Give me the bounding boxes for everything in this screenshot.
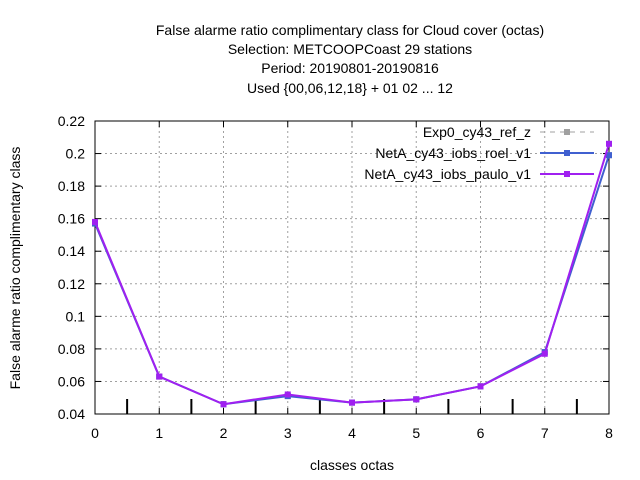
- title-line-3: Period: 20190801-20190816: [261, 60, 439, 76]
- data-point: [349, 399, 355, 406]
- series-3: [92, 140, 612, 408]
- series-2: [92, 152, 612, 408]
- data-point: [606, 152, 612, 159]
- legend-marker: [564, 129, 570, 135]
- data-point: [541, 350, 548, 357]
- y-tick-label: 0.2: [66, 146, 86, 162]
- data-point: [413, 396, 420, 403]
- axis-ticks: 0.04 0.06 0.08 0.1 0.12 0.14 0.16 0.18 0.2 0.22 0 1…: [58, 113, 613, 441]
- legend-label: Exp0_cy43_ref_z: [423, 124, 531, 140]
- data-point: [477, 383, 484, 390]
- y-tick-label: 0.22: [58, 113, 85, 129]
- x-tick-label: 4: [348, 425, 356, 441]
- y-tick-label: 0.16: [58, 211, 85, 227]
- plot-frame: [94, 120, 610, 415]
- legend-label: NetA_cy43_iobs_paulo_v1: [364, 166, 531, 182]
- y-axis-label: False alarme ratio complimentary class: [7, 147, 23, 390]
- x-tick-label: 2: [220, 425, 228, 441]
- y-tick-label: 0.14: [58, 243, 85, 259]
- y-tick-label: 0.04: [58, 406, 85, 422]
- data-point: [606, 140, 612, 147]
- y-tick-label: 0.1: [66, 308, 86, 324]
- legend-marker: [564, 171, 570, 177]
- y-tick-label: 0.12: [58, 276, 85, 292]
- title-line-4: Used {00,06,12,18} + 01 02 ... 12: [247, 80, 453, 96]
- y-tick-label: 0.08: [58, 341, 85, 357]
- legend-label: NetA_cy43_iobs_roel_v1: [375, 145, 531, 161]
- data-point: [92, 218, 98, 225]
- title-line-2: Selection: METCOOPCoast 29 stations: [228, 41, 472, 57]
- chart-title: False alarme ratio complimentary class f…: [156, 22, 544, 96]
- y-tick-label: 0.06: [58, 373, 85, 389]
- x-tick-label: 1: [155, 425, 163, 441]
- x-tick-label: 3: [284, 425, 292, 441]
- x-tick-label: 8: [605, 425, 613, 441]
- data-point: [220, 401, 227, 408]
- data-point: [156, 373, 163, 380]
- x-tick-label: 0: [91, 425, 99, 441]
- title-line-1: False alarme ratio complimentary class f…: [156, 22, 544, 38]
- legend: Exp0_cy43_ref_z NetA_cy43_iobs_roel_v1 Net…: [364, 124, 594, 182]
- series: [92, 140, 612, 408]
- data-point: [284, 391, 291, 398]
- grid: [95, 121, 609, 414]
- y-tick-label: 0.18: [58, 178, 85, 194]
- x-axis-label: classes octas: [310, 457, 394, 473]
- x-tick-label: 6: [477, 425, 485, 441]
- x-tick-label: 5: [412, 425, 420, 441]
- x-tick-label: 7: [541, 425, 549, 441]
- series-1: [92, 152, 612, 408]
- legend-marker: [564, 150, 570, 156]
